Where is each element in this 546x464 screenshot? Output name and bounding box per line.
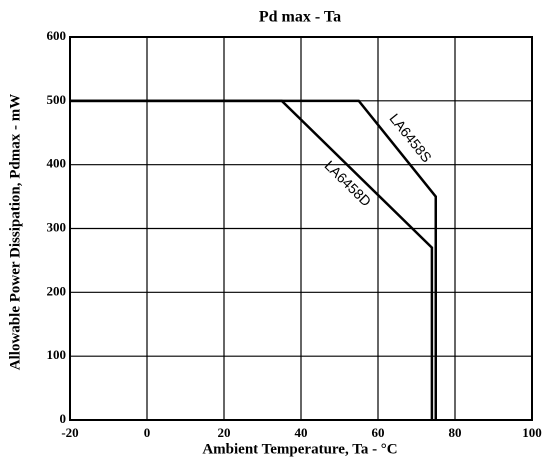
y-tick-label: 400 (47, 156, 67, 171)
x-tick-label: -20 (61, 425, 78, 440)
x-axis-label: Ambient Temperature, Ta - °C (202, 441, 397, 457)
y-tick-label: 200 (47, 283, 67, 298)
x-tick-label: 80 (449, 425, 462, 440)
series-label: LA6458S (386, 110, 435, 165)
y-tick-label: 100 (47, 347, 67, 362)
series-line (70, 99, 437, 420)
plot-frame (69, 36, 533, 421)
x-tick-label: 40 (295, 425, 308, 440)
y-tick-label: 0 (60, 411, 67, 426)
chart-title: Pd max - Ta (259, 9, 341, 26)
x-tick-label: 0 (144, 425, 151, 440)
y-tick-label: 500 (47, 92, 67, 107)
y-tick-label: 600 (47, 28, 67, 43)
y-tick-label: 300 (47, 219, 67, 234)
x-tick-label: 100 (522, 425, 542, 440)
series-line (70, 99, 434, 420)
x-tick-label: 60 (372, 425, 385, 440)
y-axis-label: Allowable Power Dissipation, Pdmax - mW (7, 94, 23, 370)
x-tick-label: 20 (218, 425, 231, 440)
